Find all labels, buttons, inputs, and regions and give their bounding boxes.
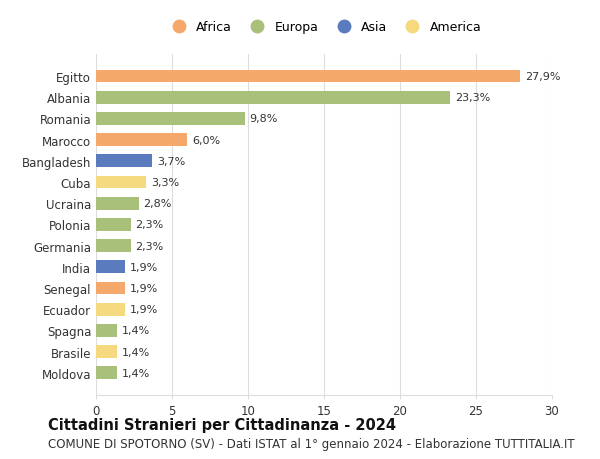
Text: 6,0%: 6,0% — [192, 135, 220, 146]
Text: Cittadini Stranieri per Cittadinanza - 2024: Cittadini Stranieri per Cittadinanza - 2… — [48, 417, 396, 432]
Text: 23,3%: 23,3% — [455, 93, 490, 103]
Bar — [96, 218, 131, 231]
Bar — [96, 71, 520, 83]
Text: 27,9%: 27,9% — [524, 72, 560, 82]
Bar — [96, 197, 139, 210]
Text: 3,3%: 3,3% — [151, 178, 179, 188]
Text: 2,3%: 2,3% — [136, 220, 164, 230]
Bar — [96, 92, 450, 104]
Text: 2,3%: 2,3% — [136, 241, 164, 251]
Text: 1,4%: 1,4% — [122, 347, 150, 357]
Legend: Africa, Europa, Asia, America: Africa, Europa, Asia, America — [163, 17, 485, 38]
Bar — [96, 282, 125, 295]
Text: 1,9%: 1,9% — [130, 283, 158, 293]
Bar — [96, 367, 117, 379]
Bar — [96, 134, 187, 147]
Text: 1,9%: 1,9% — [130, 262, 158, 272]
Bar — [96, 240, 131, 252]
Bar — [96, 113, 245, 125]
Text: 9,8%: 9,8% — [250, 114, 278, 124]
Text: 1,4%: 1,4% — [122, 326, 150, 336]
Text: 1,9%: 1,9% — [130, 304, 158, 314]
Text: 2,8%: 2,8% — [143, 199, 172, 209]
Bar — [96, 176, 146, 189]
Text: COMUNE DI SPOTORNO (SV) - Dati ISTAT al 1° gennaio 2024 - Elaborazione TUTTITALI: COMUNE DI SPOTORNO (SV) - Dati ISTAT al … — [48, 437, 575, 451]
Bar — [96, 325, 117, 337]
Text: 1,4%: 1,4% — [122, 368, 150, 378]
Bar — [96, 155, 152, 168]
Text: 3,7%: 3,7% — [157, 157, 185, 167]
Bar — [96, 303, 125, 316]
Bar — [96, 261, 125, 274]
Bar — [96, 346, 117, 358]
